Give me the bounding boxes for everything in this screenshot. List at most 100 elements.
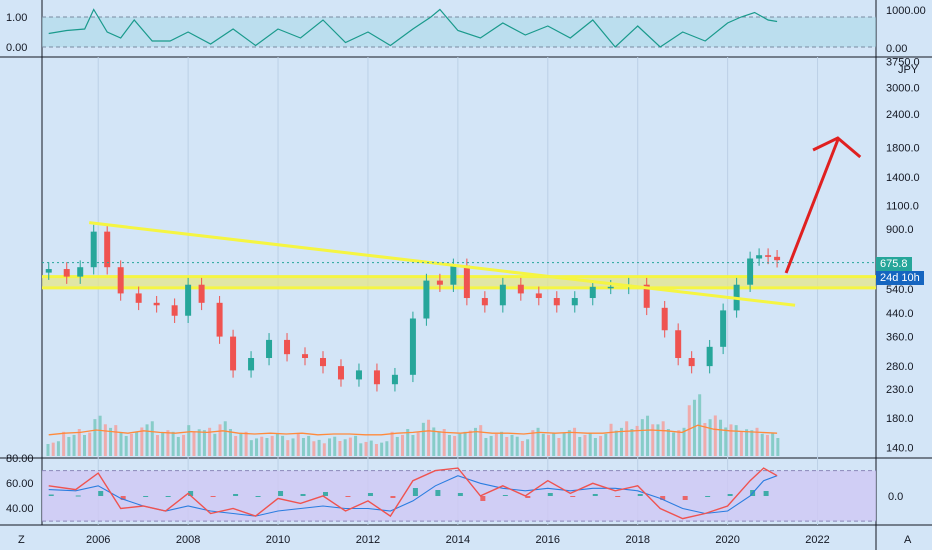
candle-body-40	[706, 346, 713, 367]
volume-bar-35	[228, 429, 232, 456]
volume-bar-76	[442, 429, 446, 456]
osc-left-tick-0: 1.00	[6, 12, 27, 24]
macd-hist-7	[210, 496, 216, 497]
macd-hist-13	[345, 496, 351, 497]
volume-bar-20	[150, 421, 154, 456]
volume-bar-139	[771, 432, 775, 456]
candle-body-29	[517, 284, 524, 294]
candle-body-18	[337, 366, 344, 380]
candle-body-17	[319, 358, 326, 367]
candle-body-10	[198, 284, 205, 303]
candle-body-25	[450, 265, 457, 285]
candle-body-31	[553, 298, 560, 306]
price-tick-12: 180.0	[886, 413, 914, 425]
volume-bar-32	[213, 433, 217, 456]
volume-bar-101	[573, 427, 577, 456]
volume-bar-16	[129, 433, 133, 456]
volume-bar-21	[155, 435, 159, 456]
volume-bar-5	[72, 434, 76, 456]
volume-bar-65	[385, 441, 389, 456]
x-tick-label-1: 2008	[176, 534, 200, 546]
candle-body-14	[266, 339, 273, 359]
macd-hist-12	[322, 492, 328, 496]
volume-bar-133	[739, 432, 743, 456]
volume-bar-3	[62, 431, 66, 456]
volume-bar-28	[192, 432, 196, 456]
volume-bar-107	[604, 433, 608, 456]
macd-hist-11	[300, 494, 306, 496]
volume-bar-119	[666, 429, 670, 456]
volume-bar-113	[635, 425, 639, 456]
volume-bar-126	[703, 423, 707, 456]
macd-hist-26	[637, 494, 643, 496]
volume-bar-103	[583, 434, 587, 456]
volume-bar-1	[51, 442, 55, 456]
volume-bar-134	[745, 429, 749, 456]
volume-bar-80	[463, 431, 467, 456]
candle-body-4	[104, 231, 111, 268]
volume-bar-114	[640, 419, 644, 456]
volume-bar-105	[593, 438, 597, 456]
volume-bar-6	[77, 429, 81, 456]
zoom-toggle-left[interactable]: Z	[18, 534, 25, 546]
price-tick-13: 140.0	[886, 443, 914, 455]
candle-body-32	[571, 298, 578, 306]
rsi-left-tick-2: 40.00	[6, 503, 34, 515]
rsi-line	[48, 467, 778, 520]
price-tick-1: 3000.0	[886, 83, 920, 95]
volume-bar-138	[765, 434, 769, 456]
price-tick-4: 1400.0	[886, 172, 920, 184]
volume-bar-45	[281, 435, 285, 456]
macd-hist-29	[705, 496, 711, 497]
volume-bar-97	[552, 432, 556, 456]
candle-body-36	[643, 284, 650, 308]
volume-bar-57	[343, 439, 347, 456]
candle-body-30	[535, 293, 542, 299]
macd-hist-1	[75, 495, 81, 497]
macd-hist-17	[435, 490, 441, 496]
candle-body-34	[607, 286, 614, 289]
price-tick-0: 3750.0	[886, 56, 920, 68]
osc-band	[42, 17, 876, 47]
osc-right-tick-0: 1000.00	[886, 5, 926, 17]
candle-body-1	[63, 269, 70, 277]
volume-bar-99	[562, 432, 566, 456]
volume-bar-14	[119, 432, 123, 456]
volume-bar-56	[338, 441, 342, 456]
volume-bar-131	[729, 424, 733, 456]
volume-bar-15	[124, 435, 128, 456]
volume-bar-104	[588, 432, 592, 456]
volume-bar-47	[291, 438, 295, 456]
candle-body-45	[765, 255, 772, 257]
candle-body-11	[216, 302, 223, 337]
candle-body-37	[661, 307, 668, 331]
candle-body-39	[688, 358, 695, 367]
auto-scale-toggle[interactable]: A	[904, 534, 912, 546]
osc-line	[48, 8, 778, 48]
volume-bar-85	[489, 435, 493, 456]
volume-bar-116	[651, 424, 655, 456]
volume-bar-74	[432, 427, 436, 456]
x-tick-label-2: 2010	[266, 534, 290, 546]
macd-hist-25	[615, 496, 621, 497]
x-tick-label-4: 2014	[446, 534, 470, 546]
volume-bar-112	[630, 429, 634, 456]
volume-bar-27	[187, 425, 191, 456]
candle-body-43	[747, 258, 754, 285]
volume-bar-51	[312, 441, 316, 456]
candle-body-44	[756, 255, 763, 259]
arrow-shaft	[784, 139, 840, 274]
price-tick-7: 540.0	[886, 284, 914, 296]
volume-bar-37	[239, 433, 243, 456]
volume-bar-136	[755, 427, 759, 456]
currency-label: JPY	[898, 64, 919, 76]
macd-hist-18	[457, 493, 463, 496]
macd-hist-19	[480, 496, 486, 501]
volume-bar-73	[427, 419, 431, 456]
rsi-left-tick-1: 60.00	[6, 478, 34, 490]
volume-bar-92	[526, 439, 530, 456]
price-tick-3: 1800.0	[886, 143, 920, 155]
macd-hist-24	[592, 494, 598, 496]
volume-bar-115	[646, 415, 650, 456]
